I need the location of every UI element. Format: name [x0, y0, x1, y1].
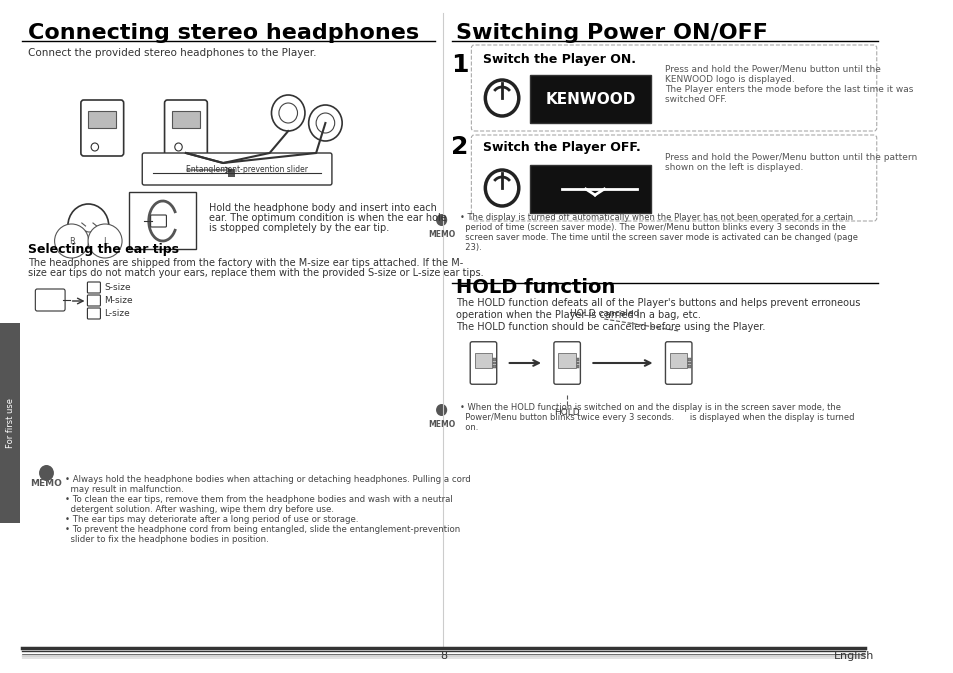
Circle shape [278, 103, 297, 123]
FancyBboxPatch shape [665, 342, 691, 384]
Text: HOLD: HOLD [554, 408, 579, 417]
Bar [687, 365, 690, 367]
FancyBboxPatch shape [151, 215, 166, 227]
FancyBboxPatch shape [471, 45, 876, 131]
Text: For first use: For first use [6, 398, 14, 448]
Circle shape [485, 170, 518, 206]
Circle shape [174, 143, 182, 151]
Text: • To prevent the headphone cord from being entangled, slide the entanglement-pre: • To prevent the headphone cord from bei… [65, 525, 460, 534]
Text: 8: 8 [439, 651, 447, 661]
Text: shown on the left is displayed.: shown on the left is displayed. [664, 163, 802, 172]
Circle shape [315, 113, 335, 133]
Bar [530, 75, 650, 123]
Text: size ear tips do not match your ears, replace them with the provided S-size or L: size ear tips do not match your ears, re… [28, 268, 483, 278]
Text: The HOLD function defeats all of the Player's buttons and helps prevent erroneou: The HOLD function defeats all of the Pla… [456, 298, 859, 308]
FancyBboxPatch shape [470, 342, 497, 384]
Text: MEMO: MEMO [428, 420, 455, 429]
Text: MEMO: MEMO [428, 230, 455, 239]
Text: period of time (screen saver mode). The Power/Menu button blinks every 3 seconds: period of time (screen saver mode). The … [459, 223, 845, 232]
FancyBboxPatch shape [81, 100, 124, 156]
FancyBboxPatch shape [0, 323, 20, 523]
Text: Switch the Player ON.: Switch the Player ON. [483, 53, 636, 66]
Circle shape [436, 404, 447, 416]
Bar [687, 359, 690, 361]
Text: ear. The optimum condition is when the ear hole: ear. The optimum condition is when the e… [209, 213, 446, 223]
Bar [558, 353, 576, 368]
Text: on.: on. [459, 423, 478, 432]
Text: KENWOOD: KENWOOD [544, 92, 635, 106]
Text: M-size: M-size [104, 296, 132, 305]
Text: Power/Menu button blinks twice every 3 seconds.      is displayed when the displ: Power/Menu button blinks twice every 3 s… [459, 413, 854, 422]
Text: Switch the Player OFF.: Switch the Player OFF. [483, 141, 640, 154]
FancyBboxPatch shape [142, 153, 332, 185]
Bar [89, 111, 116, 128]
Text: The headphones are shipped from the factory with the M-size ear tips attached. I: The headphones are shipped from the fact… [28, 258, 462, 268]
Text: MEMO: MEMO [30, 479, 62, 488]
Text: Selecting the ear tips: Selecting the ear tips [28, 243, 179, 256]
Text: 2: 2 [451, 135, 468, 159]
Text: • The ear tips may deteriorate after a long period of use or storage.: • The ear tips may deteriorate after a l… [65, 515, 358, 524]
Circle shape [272, 95, 305, 131]
Text: KENWOOD logo is displayed.: KENWOOD logo is displayed. [664, 75, 794, 84]
Text: Hold the headphone body and insert into each: Hold the headphone body and insert into … [209, 203, 436, 213]
Text: Connecting stereo headphones: Connecting stereo headphones [28, 23, 418, 43]
Text: Connect the provided stereo headphones to the Player.: Connect the provided stereo headphones t… [28, 48, 316, 58]
Text: English: English [833, 651, 873, 661]
Bar [172, 111, 200, 128]
Text: Press and hold the Power/Menu button until the: Press and hold the Power/Menu button unt… [664, 65, 880, 74]
Text: • To clean the ear tips, remove them from the headphone bodies and wash with a n: • To clean the ear tips, remove them fro… [65, 495, 453, 504]
Circle shape [39, 465, 54, 481]
Text: HOLD canceled: HOLD canceled [569, 309, 639, 318]
Text: switched OFF.: switched OFF. [664, 95, 726, 104]
FancyBboxPatch shape [88, 282, 100, 293]
Text: 23).: 23). [459, 243, 481, 252]
FancyBboxPatch shape [129, 192, 196, 249]
Circle shape [436, 214, 447, 226]
FancyBboxPatch shape [88, 308, 100, 319]
Text: The Player enters the mode before the last time it was: The Player enters the mode before the la… [664, 85, 912, 94]
Text: operation when the Player is carried in a bag, etc.: operation when the Player is carried in … [456, 310, 700, 320]
Text: • The display is turned off automatically when the Player has not been operated : • The display is turned off automaticall… [459, 213, 852, 222]
Text: Entanglement-prevention slider: Entanglement-prevention slider [186, 166, 308, 174]
Circle shape [309, 105, 342, 141]
FancyBboxPatch shape [88, 295, 100, 306]
Text: HOLD function: HOLD function [456, 278, 615, 297]
Text: • Always hold the headphone bodies when attaching or detaching headphones. Pulli: • Always hold the headphone bodies when … [65, 475, 471, 484]
Text: screen saver mode. The time until the screen saver mode is activated can be chan: screen saver mode. The time until the sc… [459, 233, 858, 242]
FancyBboxPatch shape [471, 135, 876, 221]
Text: • When the HOLD function is switched on and the display is in the screen saver m: • When the HOLD function is switched on … [459, 403, 841, 412]
Bar [493, 359, 495, 361]
Bar [493, 362, 495, 364]
Bar [475, 353, 492, 368]
Text: 1: 1 [451, 53, 468, 77]
Text: detergent solution. After washing, wipe them dry before use.: detergent solution. After washing, wipe … [65, 505, 334, 514]
Bar [576, 359, 578, 361]
Text: The HOLD function should be canceled before using the Player.: The HOLD function should be canceled bef… [456, 322, 764, 332]
Bar [530, 165, 650, 213]
FancyBboxPatch shape [35, 289, 65, 311]
Bar [576, 365, 578, 367]
Bar [687, 362, 690, 364]
Text: R: R [69, 236, 74, 246]
Text: Press and hold the Power/Menu button until the pattern: Press and hold the Power/Menu button unt… [664, 153, 916, 162]
FancyBboxPatch shape [164, 100, 207, 156]
Circle shape [91, 143, 98, 151]
Bar [669, 353, 687, 368]
FancyBboxPatch shape [554, 342, 579, 384]
Circle shape [68, 204, 109, 248]
Circle shape [485, 80, 518, 116]
Bar [493, 365, 495, 367]
Text: L: L [103, 236, 108, 246]
Bar [228, 169, 235, 177]
Text: L-size: L-size [104, 309, 130, 318]
Text: slider to fix the headphone bodies in position.: slider to fix the headphone bodies in po… [65, 535, 269, 544]
Text: may result in malfunction.: may result in malfunction. [65, 485, 184, 494]
Bar [576, 362, 578, 364]
Text: is stopped completely by the ear tip.: is stopped completely by the ear tip. [209, 223, 389, 233]
Text: S-size: S-size [104, 283, 131, 292]
Text: Switching Power ON/OFF: Switching Power ON/OFF [456, 23, 766, 43]
